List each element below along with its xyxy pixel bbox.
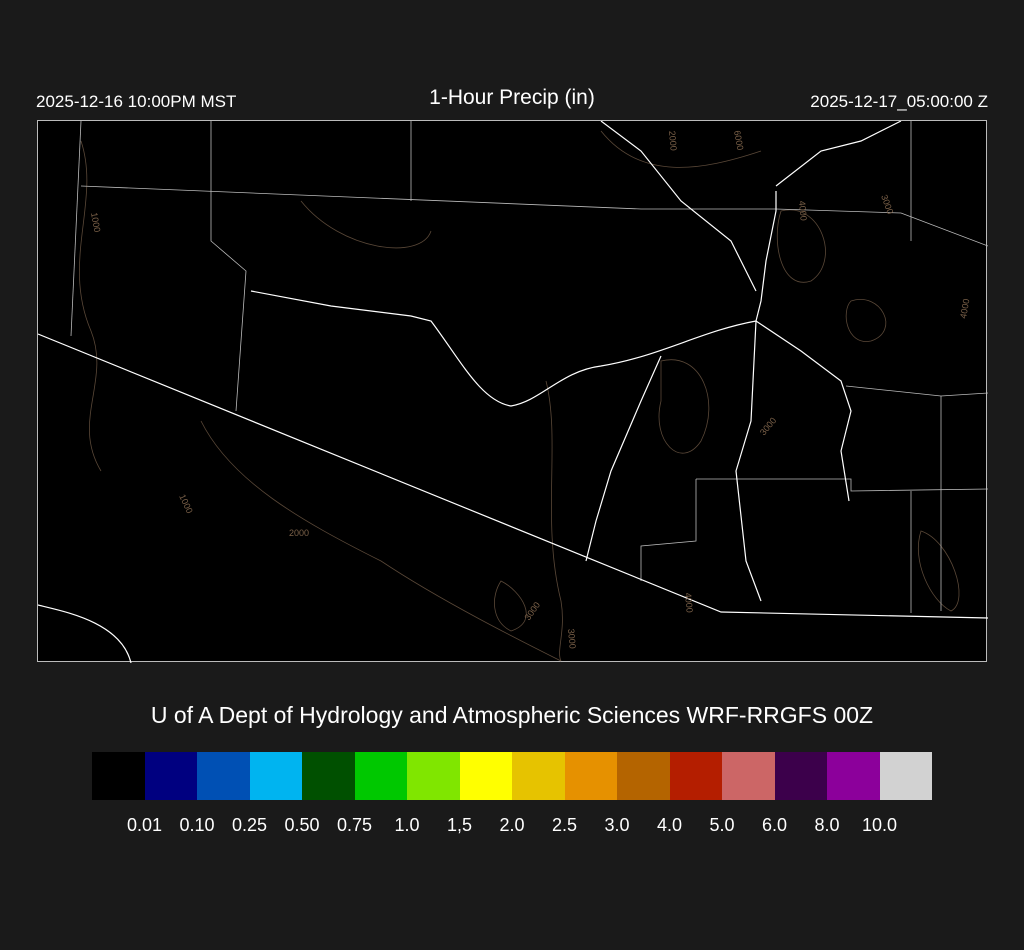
colorbar-label: 6.0 xyxy=(761,815,788,835)
valid-time-local: 2025-12-16 10:00PM MST xyxy=(36,92,237,111)
colorbar-swatch xyxy=(249,752,302,800)
colorbar-label: 0.75 xyxy=(336,815,373,835)
colorbar-label: 0.01 xyxy=(126,815,163,835)
contour-label: 2000 xyxy=(289,528,309,538)
valid-time-utc: 2025-12-17_05:00:00 Z xyxy=(810,92,988,111)
colorbar-swatch xyxy=(144,752,197,800)
county-lines xyxy=(70,120,989,613)
contour-label: 3000 xyxy=(522,600,542,622)
contour-label: 1000 xyxy=(177,493,195,515)
colorbar-label: 4.0 xyxy=(656,815,683,835)
colorbar-swatch xyxy=(92,752,145,800)
colorbar-swatch xyxy=(197,752,250,800)
credit-line: U of A Dept of Hydrology and Atmospheric… xyxy=(150,702,874,728)
colorbar-label: 1,5 xyxy=(446,815,473,835)
contour-label: 2000 xyxy=(667,130,679,151)
colorbar-label: 0.25 xyxy=(231,815,268,835)
colorbar-label: 5.0 xyxy=(709,815,735,835)
colorbar-label: 8.0 xyxy=(814,815,840,835)
colorbar-swatch xyxy=(354,752,407,800)
contour-label: 4000 xyxy=(797,200,809,221)
colorbar-swatch xyxy=(669,752,722,800)
state-lines xyxy=(37,120,989,664)
colorbar-label: 1.0 xyxy=(394,815,420,835)
colorbar-label: 0.50 xyxy=(284,815,320,835)
colorbar-swatch xyxy=(827,752,880,800)
colorbar-swatch xyxy=(722,752,775,800)
contour-label: 3000 xyxy=(758,416,779,438)
colorbar-swatch xyxy=(879,752,932,800)
colorbar-swatch xyxy=(617,752,670,800)
colorbar-swatch xyxy=(459,752,512,800)
terrain-contours xyxy=(79,130,960,662)
colorbar xyxy=(92,752,932,800)
colorbar-label: 2.5 xyxy=(551,815,578,835)
colorbar-label: 10.0 xyxy=(861,815,898,835)
chart-title: 1-Hour Precip (in) xyxy=(429,86,595,109)
contour-label: 3000 xyxy=(566,628,578,649)
contour-label: 1000 xyxy=(89,212,102,233)
colorbar-swatch xyxy=(302,752,355,800)
colorbar-swatch xyxy=(512,752,565,800)
colorbar-swatch xyxy=(407,752,460,800)
colorbar-label: 3.0 xyxy=(604,815,630,835)
contour-label: 4000 xyxy=(683,592,695,613)
contour-label: 4000 xyxy=(958,298,971,319)
contour-labels: 1000 2000 4000 6000 3000 4000 3000 1000 … xyxy=(89,130,971,650)
precip-map: 1000 2000 4000 6000 3000 4000 3000 1000 … xyxy=(37,120,989,664)
colorbar-swatch xyxy=(564,752,617,800)
colorbar-label: 2.0 xyxy=(499,815,525,835)
contour-label: 6000 xyxy=(732,130,745,151)
colorbar-label: 0.10 xyxy=(179,815,215,835)
colorbar-swatch xyxy=(774,752,827,800)
map-svg: 1000 2000 4000 6000 3000 4000 3000 1000 … xyxy=(37,120,989,664)
